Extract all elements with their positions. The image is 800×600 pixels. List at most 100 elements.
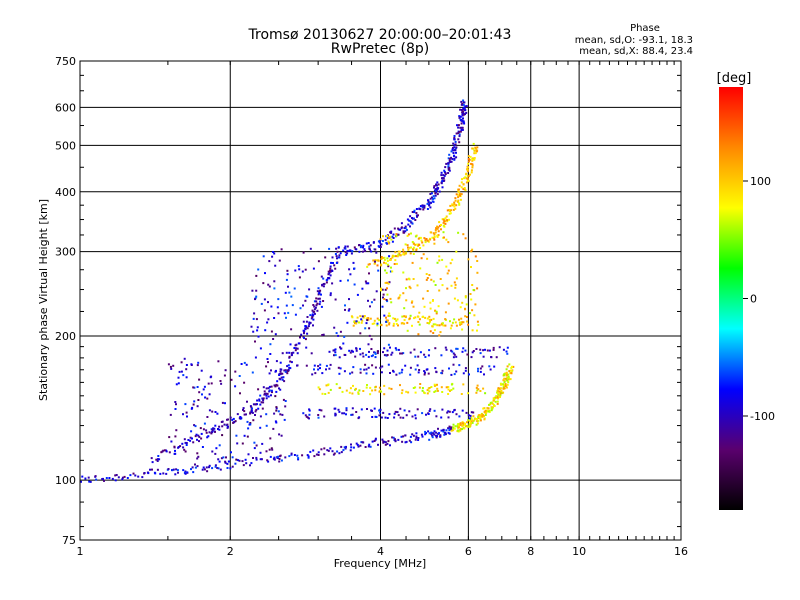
data-point: [217, 360, 220, 363]
y-tick-label: 75: [62, 534, 76, 547]
data-point: [259, 394, 262, 397]
data-point: [373, 407, 376, 410]
data-point: [428, 274, 431, 276]
data-point: [423, 237, 426, 240]
data-point: [333, 264, 336, 267]
data-point: [391, 235, 394, 238]
data-point: [483, 417, 486, 420]
data-point: [484, 414, 487, 416]
data-point: [493, 365, 496, 368]
data-point: [455, 355, 458, 358]
data-point: [304, 338, 307, 341]
data-point: [359, 315, 362, 318]
data-point: [506, 365, 509, 368]
data-point: [157, 455, 160, 457]
data-point: [452, 142, 455, 145]
data-point: [386, 300, 389, 303]
data-point: [447, 431, 450, 434]
data-point: [498, 390, 501, 393]
data-point: [448, 429, 451, 432]
data-point: [382, 441, 385, 444]
data-point: [452, 423, 455, 426]
data-point: [506, 346, 509, 349]
data-point: [384, 288, 387, 291]
data-point: [361, 315, 364, 318]
data-point: [399, 254, 402, 257]
data-point: [302, 251, 305, 254]
data-point: [250, 325, 253, 328]
data-point: [174, 401, 177, 403]
data-point: [488, 349, 491, 352]
data-point: [462, 347, 465, 350]
data-point: [276, 457, 279, 459]
data-point: [466, 177, 469, 180]
data-point: [424, 316, 427, 319]
data-point: [344, 247, 347, 250]
data-point: [261, 442, 264, 445]
data-point: [430, 278, 433, 281]
data-point: [419, 247, 422, 249]
data-point: [246, 435, 249, 438]
data-point: [201, 468, 204, 471]
data-point: [317, 451, 320, 454]
data-point: [352, 261, 355, 264]
data-point: [441, 369, 444, 372]
data-point: [468, 423, 471, 426]
data-point: [449, 204, 452, 207]
data-point: [344, 308, 346, 311]
data-point: [281, 352, 284, 355]
data-point: [352, 324, 355, 327]
data-point: [156, 460, 159, 462]
data-point: [454, 149, 457, 152]
data-point: [412, 434, 415, 437]
data-point: [473, 314, 476, 317]
data-point: [480, 413, 483, 416]
data-point: [351, 371, 354, 374]
data-point: [461, 126, 464, 129]
data-point: [151, 461, 154, 464]
data-point: [354, 355, 357, 358]
data-point: [472, 415, 475, 418]
data-point: [421, 206, 424, 209]
data-point: [345, 413, 347, 416]
data-point: [289, 343, 292, 346]
data-point: [317, 386, 320, 389]
data-point: [452, 429, 455, 432]
stats-o: mean, sd,O: -93.1, 18.3: [575, 35, 693, 46]
data-point: [437, 230, 440, 233]
data-point: [470, 411, 473, 414]
data-point: [442, 324, 445, 327]
data-point: [424, 356, 427, 358]
data-point: [433, 409, 436, 412]
x-tick-label: 2: [227, 545, 234, 558]
data-point: [388, 314, 391, 317]
data-point: [496, 400, 499, 403]
data-point: [460, 109, 463, 111]
data-point: [461, 421, 464, 424]
data-point: [385, 320, 388, 323]
data-point: [414, 355, 417, 358]
data-point: [458, 415, 461, 418]
data-point: [440, 171, 443, 174]
data-point: [461, 321, 464, 324]
data-point: [416, 243, 419, 246]
data-point: [224, 460, 227, 463]
data-point: [434, 188, 437, 191]
data-point: [454, 283, 457, 286]
data-point: [464, 369, 467, 372]
data-point: [251, 407, 253, 410]
data-point: [395, 262, 398, 265]
data-point: [438, 289, 441, 292]
data-point: [186, 471, 189, 474]
data-point: [374, 353, 377, 355]
data-point: [489, 403, 492, 406]
data-point: [459, 194, 461, 197]
data-point: [409, 435, 412, 438]
data-point: [339, 367, 342, 370]
data-point: [196, 386, 199, 388]
data-point: [378, 409, 381, 412]
data-point: [279, 378, 282, 381]
data-point: [472, 411, 475, 414]
data-point: [365, 372, 368, 375]
